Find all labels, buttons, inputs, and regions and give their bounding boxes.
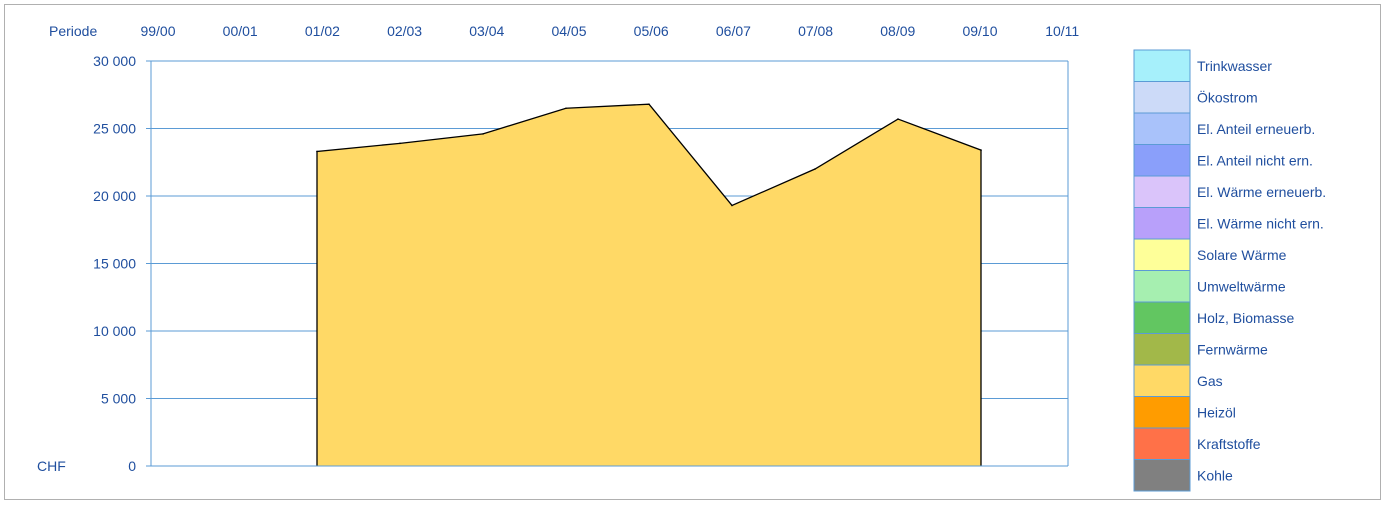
y-tick-label: 20 000 <box>93 188 136 204</box>
legend-swatch <box>1133 270 1191 303</box>
legend-label: Umweltwärme <box>1197 278 1286 294</box>
legend-label: Ökostrom <box>1197 88 1258 105</box>
y-tick-label: 5 000 <box>101 391 136 407</box>
y-tick-label: 10 000 <box>93 323 136 339</box>
legend-swatch <box>1133 112 1191 145</box>
x-tick-label: 06/07 <box>716 23 751 39</box>
x-tick-label: 08/09 <box>880 23 915 39</box>
data-point <box>565 107 567 110</box>
legend-label: Kohle <box>1197 467 1233 483</box>
legend-label: Solare Wärme <box>1197 247 1287 263</box>
y-tick-label: 30 000 <box>93 53 136 69</box>
x-tick-label: 02/03 <box>387 23 422 39</box>
legend-label: Trinkwasser <box>1197 58 1272 74</box>
legend-label: Gas <box>1197 373 1223 389</box>
data-point <box>897 118 899 120</box>
legend-swatch <box>1133 238 1191 271</box>
x-tick-label: 00/01 <box>223 23 258 39</box>
x-tick-label: 04/05 <box>551 23 586 39</box>
x-tick-label: 05/06 <box>634 23 669 39</box>
legend-swatch <box>1133 175 1191 208</box>
legend-label: El. Anteil nicht ern. <box>1197 152 1313 168</box>
data-point <box>399 142 401 145</box>
area-series-gas <box>317 104 981 466</box>
chart-frame: 30 000 25 000 20 000 15 000 10 000 5 000 0 Peri… <box>4 4 1381 500</box>
period-label: Periode <box>49 23 97 39</box>
energy-cost-chart: 30 000 25 000 20 000 15 000 10 000 5 000 0 Peri… <box>37 23 1326 492</box>
x-tick-label: 03/04 <box>469 23 504 39</box>
x-tick-label: 07/08 <box>798 23 833 39</box>
y-tick-label: 0 <box>128 458 136 474</box>
unit-label: CHF <box>37 458 66 474</box>
legend-label: El. Anteil erneuerb. <box>1197 121 1315 137</box>
data-point <box>482 133 484 135</box>
axis-layer: 30 000 25 000 20 000 15 000 10 000 5 000 0 Peri… <box>37 23 1079 474</box>
data-point <box>648 103 650 105</box>
legend-label: Holz, Biomasse <box>1197 310 1294 326</box>
legend-label: El. Wärme nicht ern. <box>1197 215 1324 231</box>
legend-swatch <box>1133 459 1191 492</box>
legend-swatch <box>1133 301 1191 334</box>
data-point <box>731 204 733 207</box>
y-tick-label: 15 000 <box>93 256 136 272</box>
legend-label: Heizöl <box>1197 404 1236 420</box>
x-tick-label: 99/00 <box>140 23 175 39</box>
data-point <box>316 150 318 153</box>
legend-swatch <box>1133 364 1191 397</box>
legend-swatch <box>1133 144 1191 177</box>
data-point <box>814 168 816 170</box>
x-tick-label: 01/02 <box>305 23 340 39</box>
x-tick-label: 09/10 <box>962 23 997 39</box>
legend-swatch <box>1133 396 1191 429</box>
legend-swatch <box>1133 427 1191 460</box>
legend-label: Kraftstoffe <box>1197 436 1261 452</box>
data-point <box>980 149 982 151</box>
x-tick-label: 10/11 <box>1045 23 1079 39</box>
legend-label: El. Wärme erneuerb. <box>1197 184 1326 200</box>
legend-swatch <box>1133 333 1191 366</box>
legend-swatch <box>1133 49 1191 82</box>
area-layer <box>151 103 1068 467</box>
legend-swatch <box>1133 207 1191 240</box>
y-tick-label: 25 000 <box>93 121 136 137</box>
legend: Trinkwasser Ökostrom El. Anteil erneuerb. E… <box>1133 49 1326 492</box>
legend-swatch <box>1133 81 1191 114</box>
legend-label: Fernwärme <box>1197 341 1268 357</box>
